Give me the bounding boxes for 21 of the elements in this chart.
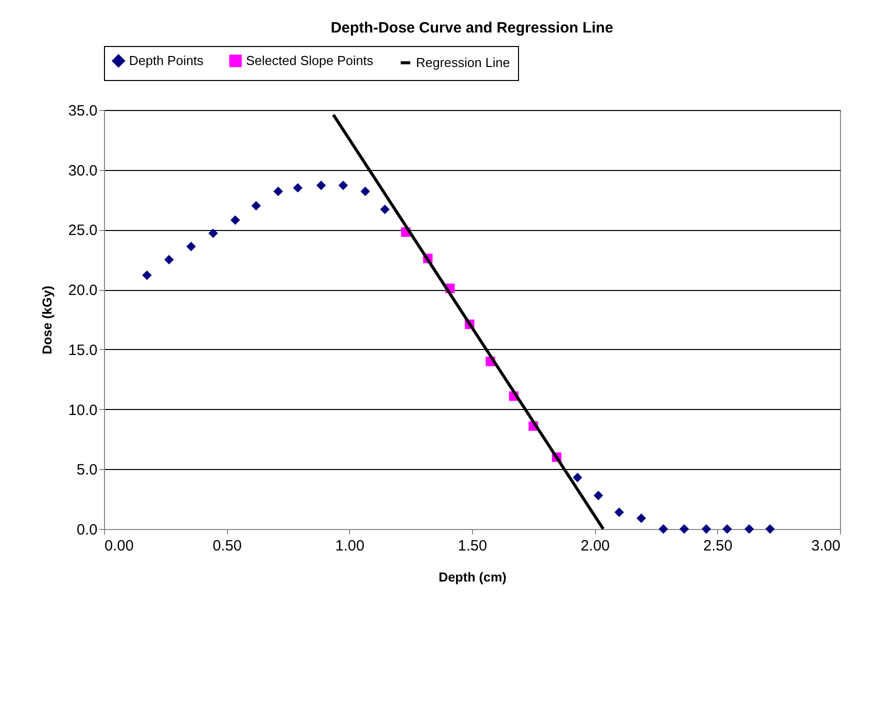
x-tick-label: 0.50 bbox=[212, 538, 242, 554]
x-tick-label: 3.00 bbox=[811, 538, 840, 554]
y-tick-label: 20.0 bbox=[68, 282, 98, 300]
y-tick-label: 30.0 bbox=[68, 162, 98, 180]
chart-title: Depth-Dose Curve and Regression Line bbox=[330, 20, 614, 36]
legend-label: Depth Points bbox=[129, 52, 204, 68]
x-tick-label: 1.00 bbox=[335, 538, 364, 554]
legend-label: Regression Line bbox=[416, 54, 510, 70]
x-tick-label: 0.00 bbox=[104, 538, 134, 554]
x-tick-label: 1.50 bbox=[458, 538, 488, 554]
x-axis-title: Depth (cm) bbox=[438, 570, 506, 584]
y-tick-label: 25.0 bbox=[68, 222, 98, 240]
y-axis-title: Dose (kGy) bbox=[39, 286, 54, 354]
x-tick-label: 2.00 bbox=[580, 538, 610, 554]
y-tick-label: 35.0 bbox=[68, 102, 98, 120]
x-tick-label: 2.50 bbox=[703, 538, 732, 554]
y-tick-label: 10.0 bbox=[68, 402, 98, 419]
y-tick-label: 5.0 bbox=[76, 462, 98, 479]
legend-label: Selected Slope Points bbox=[246, 52, 374, 68]
y-tick-label: 0.0 bbox=[76, 522, 98, 538]
y-tick-label: 15.0 bbox=[68, 342, 98, 359]
